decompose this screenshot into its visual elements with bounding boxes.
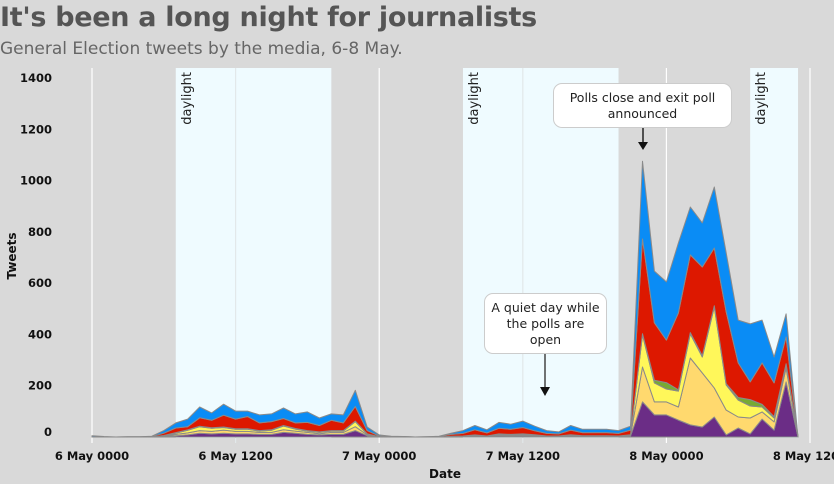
series-areas xyxy=(91,160,799,438)
y-tick-label: 1000 xyxy=(20,174,52,188)
y-tick-label: 800 xyxy=(28,225,52,239)
x-axis-label: Date xyxy=(429,467,461,481)
daylight-label: daylight xyxy=(467,72,482,125)
daylight-band xyxy=(462,68,619,438)
series-area-5 xyxy=(91,160,799,438)
annotation-arrows xyxy=(540,128,648,396)
y-axis: 0 200 400 600 800 1000 1200 1400 xyxy=(20,71,52,439)
x-tick-label: 7 May 1200 xyxy=(486,449,560,463)
arrow-down-icon xyxy=(638,142,648,150)
annotation-quiet-day: A quiet day while the polls are open xyxy=(484,293,607,354)
x-axis: 6 May 0000 6 May 1200 7 May 0000 7 May 1200… xyxy=(55,449,834,463)
annotation-polls-close: Polls close and exit poll announced xyxy=(553,83,732,128)
x-tick-label: 8 May 0000 xyxy=(629,449,703,463)
daylight-band xyxy=(175,68,332,438)
x-tick-label: 6 May 1200 xyxy=(198,449,272,463)
y-axis-label: Tweets xyxy=(5,232,19,279)
daylight-bands: daylight daylight daylight xyxy=(175,68,799,438)
y-tick-label: 1200 xyxy=(20,122,52,136)
y-tick-label: 600 xyxy=(28,276,52,290)
y-tick-label: 200 xyxy=(28,379,52,393)
arrow-down-icon xyxy=(540,387,550,396)
x-tick-label: 8 May 1200 xyxy=(773,449,834,463)
y-tick-label: 1400 xyxy=(20,71,52,85)
y-tick-label: 0 xyxy=(44,425,52,439)
chart-title: It's been a long night for journalists xyxy=(0,2,537,33)
chart-subtitle: General Election tweets by the media, 6-… xyxy=(0,39,403,59)
daylight-label: daylight xyxy=(180,72,195,125)
daylight-label: daylight xyxy=(754,72,769,125)
x-tick-label: 6 May 0000 xyxy=(55,449,129,463)
y-tick-label: 400 xyxy=(28,327,52,341)
x-tick-label: 7 May 0000 xyxy=(342,449,416,463)
